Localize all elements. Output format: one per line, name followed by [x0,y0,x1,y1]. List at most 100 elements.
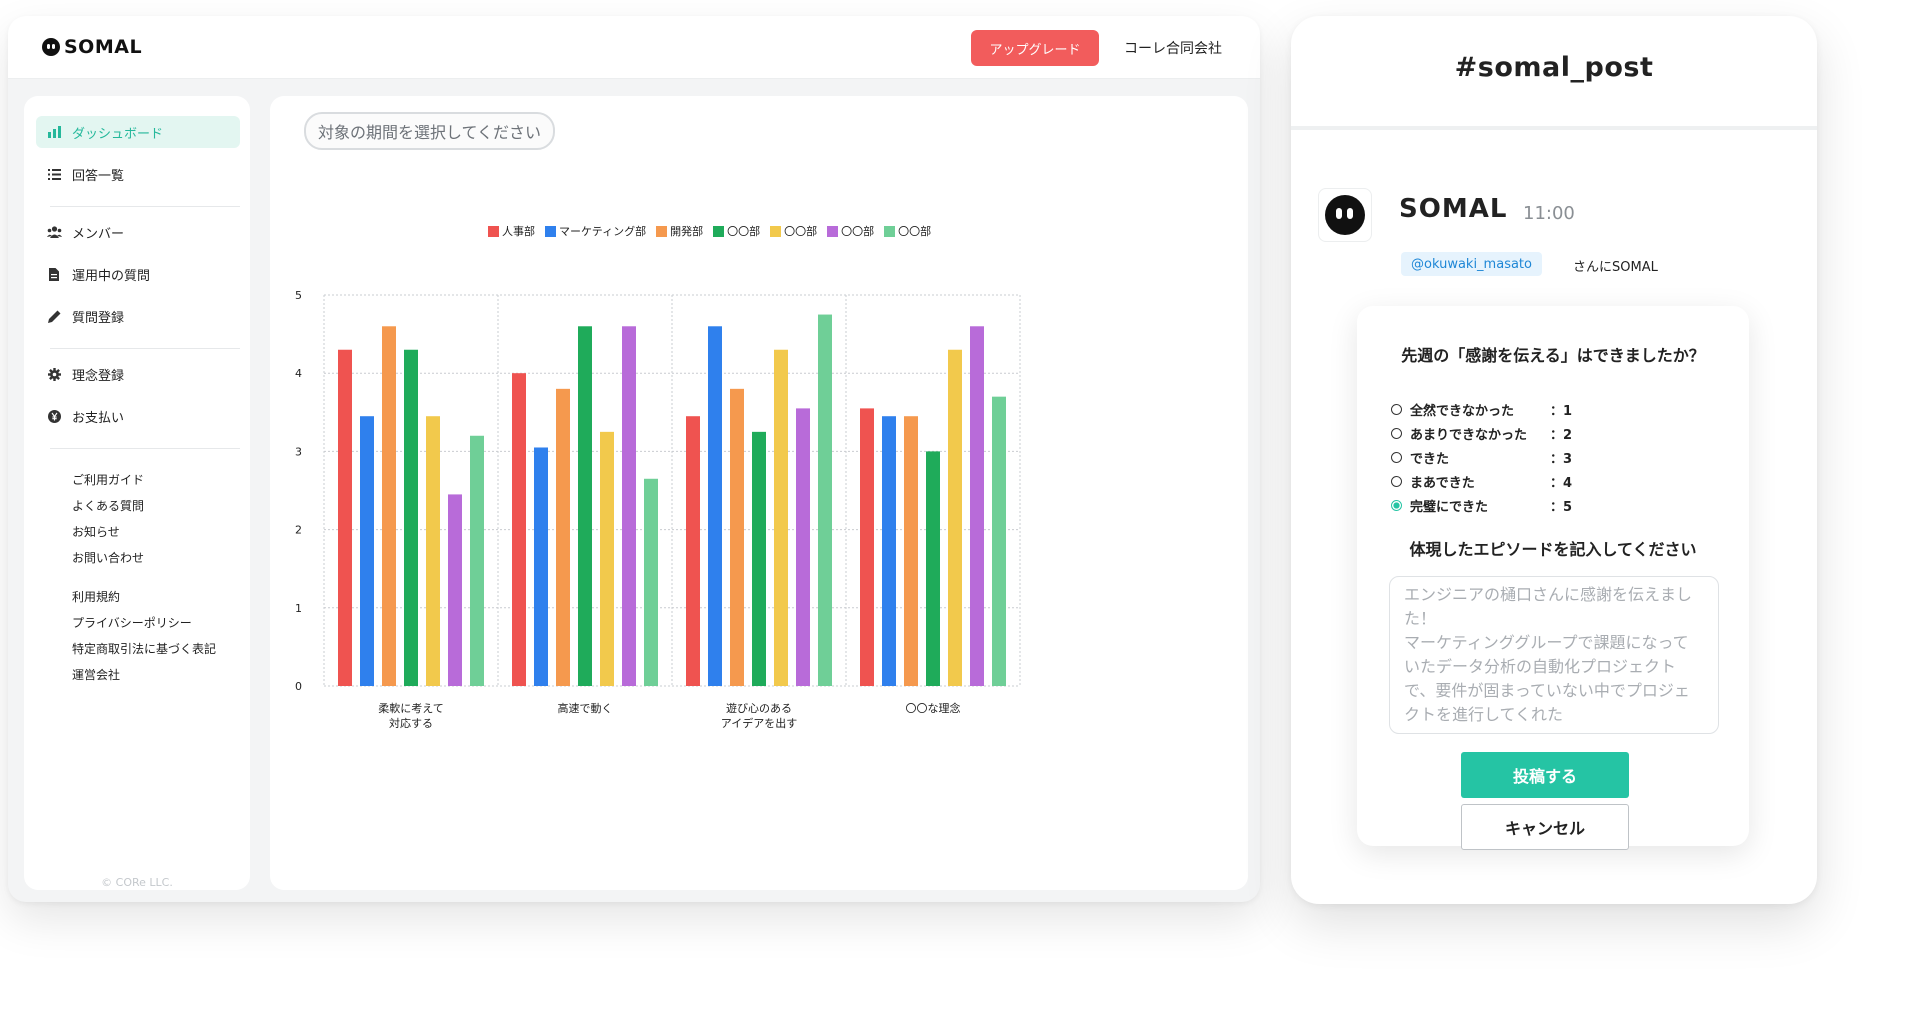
legend-item[interactable]: 人事部 [488,223,535,239]
bar-0-2 [382,326,396,686]
option-score: ：2 [1550,428,1573,443]
link-news[interactable]: お知らせ [72,525,120,539]
bar-3-4 [948,349,962,686]
avatar [1318,188,1372,242]
company-menu[interactable]: コーレ合同会社 [1124,41,1222,57]
list-icon [46,166,62,182]
y-tick-label: 1 [295,602,302,615]
answer-form: 先週の「感謝を伝える」はできましたか？ 全然できなかった ：1 あまりできなかっ… [1357,306,1749,850]
x-tick-label: 柔軟に考えて [378,701,443,715]
radio-option[interactable]: まあできた ：4 [1391,472,1572,491]
legend-swatch [656,225,668,237]
chart-legend: 人事部 マーケティング部 開発部 〇〇部 〇〇部 〇〇部 〇〇部 [488,223,931,239]
document-icon [46,266,62,282]
sidebar-item-members[interactable]: メンバー [36,216,240,248]
sidebar-item-label: 理念登録 [72,368,125,384]
sidebar-divider [50,206,240,207]
legend-label: 〇〇部 [841,225,875,238]
period-select[interactable]: 対象の期間を選択してください [304,112,556,150]
sidebar-item-dashboard[interactable]: ダッシュボード [36,116,240,148]
legend-label: 開発部 [670,225,704,238]
logo-text: SOMAL [64,36,143,58]
y-tick-label: 5 [295,289,302,302]
bar-1-3 [578,326,592,686]
link-terms[interactable]: 利用規約 [72,590,121,604]
logo[interactable]: SOMAL [42,36,142,58]
bar-1-1 [534,447,548,686]
y-tick-label: 2 [295,524,302,537]
bar-2-1 [708,326,722,686]
bar-1-0 [512,373,526,686]
top-bar: SOMAL アップグレード コーレ合同会社 [8,16,1260,79]
sidebar-item-philosophy-register[interactable]: 理念登録 [36,358,240,390]
radio-button[interactable] [1391,428,1402,439]
sidebar: ダッシュボード 回答一覧 メンバー 運用中の質問 質問登録 [24,96,250,890]
legend-item[interactable]: マーケティング部 [545,223,646,239]
radio-button[interactable] [1391,404,1402,415]
bar-2-0 [686,416,700,686]
radio-button[interactable] [1391,476,1402,487]
main-panel: 対象の期間を選択してください 人事部 マーケティング部 開発部 〇〇部 〇〇部 〇〇部 〇〇… [270,96,1248,890]
radio-option[interactable]: できた ：3 [1391,448,1572,467]
option-label: 全然できなかった [1410,404,1515,419]
link-contact[interactable]: お問い合わせ [72,551,145,565]
y-tick-label: 3 [295,445,302,458]
option-label: あまりできなかった [1410,428,1528,443]
option-label: できた [1410,452,1450,467]
bar-1-6 [644,478,658,686]
pencil-icon [46,308,62,324]
legend-swatch [488,225,499,237]
mention-suffix: さんにSOMAL [1573,260,1658,275]
y-tick-label: 0 [295,680,302,693]
sidebar-item-label: 回答一覧 [72,168,125,184]
bar-chart-icon [46,124,62,140]
x-tick-label: 高速で動く [558,701,613,715]
user-mention[interactable]: @okuwaki_masato [1401,252,1542,276]
somal-mascot-icon [1325,195,1365,235]
radio-option[interactable]: 全然できなかった ：1 [1391,400,1572,419]
y-tick-label: 4 [295,367,302,380]
sidebar-item-label: お支払い [72,410,125,426]
sidebar-item-active-questions[interactable]: 運用中の質問 [36,258,240,290]
cancel-button[interactable]: キャンセル [1461,804,1629,850]
gear-icon [46,366,62,382]
radio-option[interactable]: 完璧にできた ：5 [1391,496,1572,515]
episode-title: 体現したエピソードを記入してください [1409,540,1697,559]
bar-0-6 [470,435,484,686]
legend-item[interactable]: 〇〇部 [884,223,931,239]
link-commerce-law[interactable]: 特定商取引法に基づく表記 [72,642,217,656]
bar-0-3 [404,349,418,686]
radio-option[interactable]: あまりできなかった ：2 [1391,424,1572,443]
legend-swatch [713,225,725,237]
radio-button-selected[interactable] [1391,500,1402,511]
post-button[interactable]: 投稿する [1461,752,1629,798]
link-privacy[interactable]: プライバシーポリシー [72,616,192,630]
sidebar-item-question-register[interactable]: 質問登録 [36,300,240,332]
legend-item[interactable]: 〇〇部 [713,223,760,239]
message-time: 11:00 [1523,203,1575,224]
header-divider [1291,126,1817,130]
bar-2-4 [774,349,788,686]
bar-2-2 [730,388,744,686]
legend-item[interactable]: 〇〇部 [827,223,874,239]
link-faq[interactable]: よくある質問 [72,499,145,513]
logo-icon [42,38,60,56]
radio-button[interactable] [1391,452,1402,463]
sidebar-item-payment[interactable]: お支払い [36,400,240,432]
link-company[interactable]: 運営会社 [72,668,121,682]
question-title: 先週の「感謝を伝える」はできましたか？ [1401,346,1705,365]
bar-0-4 [426,416,440,686]
x-tick-label: 対応する [389,716,433,730]
bar-1-2 [556,388,570,686]
sidebar-item-answers[interactable]: 回答一覧 [36,158,240,190]
link-guide[interactable]: ご利用ガイド [72,473,145,487]
legend-item[interactable]: 開発部 [656,223,703,239]
bar-3-3 [926,451,940,686]
legend-item[interactable]: 〇〇部 [770,223,817,239]
legend-label: 〇〇部 [898,225,932,238]
copyright: © CORe LLC. [101,876,173,889]
x-tick-label: 遊び心のある [726,701,792,715]
legend-label: 〇〇部 [727,225,761,238]
episode-textarea[interactable]: エンジニアの樋口さんに感謝を伝えました！ マーケティンググループで課題になってい… [1389,576,1719,734]
upgrade-button[interactable]: アップグレード [971,30,1099,66]
